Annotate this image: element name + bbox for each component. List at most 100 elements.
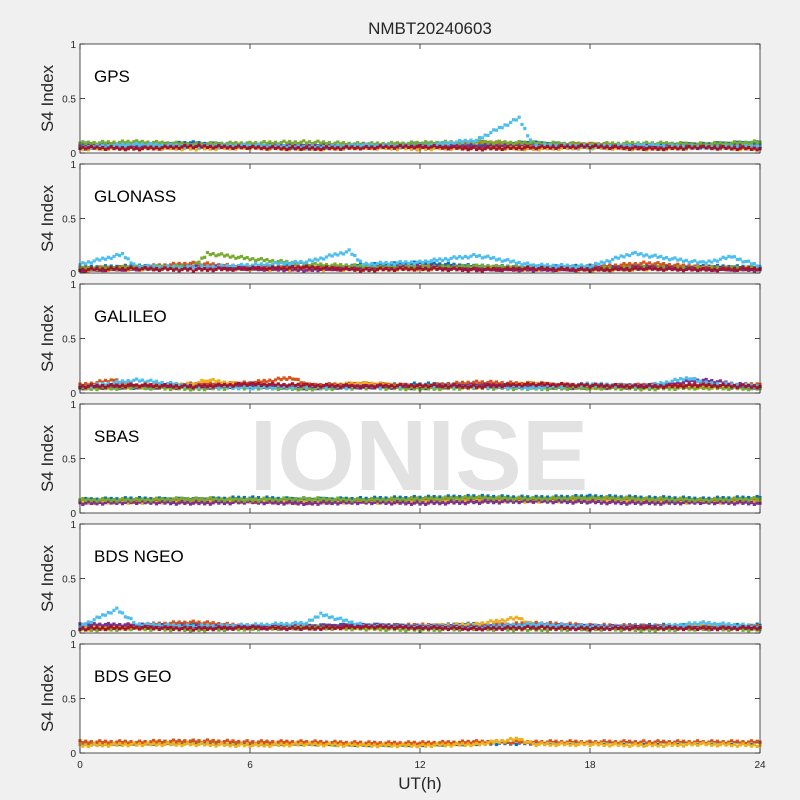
data-point bbox=[194, 141, 198, 145]
data-point bbox=[290, 382, 295, 386]
data-point bbox=[276, 145, 280, 149]
data-point bbox=[718, 142, 722, 146]
data-point bbox=[251, 267, 255, 271]
data-point bbox=[690, 260, 694, 264]
data-point bbox=[154, 139, 159, 144]
data-point bbox=[715, 145, 720, 149]
data-point bbox=[690, 144, 694, 148]
data-point bbox=[435, 258, 439, 263]
data-point bbox=[89, 261, 93, 265]
data-point bbox=[701, 378, 705, 382]
data-point bbox=[412, 146, 416, 150]
data-point bbox=[571, 384, 575, 389]
data-point bbox=[605, 259, 609, 263]
data-point bbox=[710, 265, 714, 269]
data-point bbox=[310, 388, 314, 392]
data-point bbox=[568, 268, 572, 272]
data-point bbox=[242, 256, 246, 261]
data-point bbox=[347, 144, 351, 148]
data-point bbox=[276, 265, 280, 269]
data-point bbox=[152, 264, 156, 268]
data-point bbox=[500, 259, 504, 263]
data-point bbox=[548, 143, 552, 147]
data-point bbox=[645, 264, 649, 268]
data-point bbox=[670, 382, 674, 387]
data-point bbox=[200, 145, 204, 149]
data-point bbox=[322, 264, 326, 268]
data-point bbox=[415, 263, 419, 267]
data-point bbox=[137, 148, 142, 152]
data-point bbox=[333, 145, 337, 149]
data-point bbox=[123, 141, 127, 145]
data-point bbox=[509, 267, 513, 272]
data-point bbox=[126, 265, 130, 269]
data-point bbox=[95, 266, 99, 271]
data-point bbox=[659, 146, 663, 150]
data-point bbox=[120, 142, 125, 146]
data-point bbox=[494, 263, 499, 268]
data-point bbox=[458, 145, 462, 149]
data-point bbox=[296, 146, 300, 150]
data-point bbox=[313, 267, 317, 271]
data-point bbox=[316, 269, 320, 273]
data-point bbox=[225, 144, 229, 148]
data-point bbox=[299, 140, 303, 144]
data-point bbox=[347, 268, 351, 272]
data-point bbox=[254, 380, 258, 385]
data-point bbox=[180, 148, 184, 152]
data-point bbox=[560, 387, 564, 391]
data-point bbox=[596, 262, 601, 266]
data-point bbox=[469, 143, 473, 147]
data-point bbox=[177, 269, 181, 273]
data-point bbox=[344, 142, 348, 147]
data-point bbox=[667, 262, 671, 267]
data-point bbox=[545, 388, 550, 392]
data-point bbox=[146, 263, 150, 267]
data-point bbox=[602, 146, 606, 150]
data-point bbox=[149, 383, 153, 387]
data-point bbox=[305, 264, 309, 268]
panel-label: GLONASS bbox=[94, 187, 176, 206]
data-point bbox=[180, 141, 184, 145]
data-point bbox=[517, 145, 521, 149]
data-point bbox=[735, 257, 739, 262]
data-point bbox=[126, 142, 130, 146]
data-point bbox=[305, 262, 309, 266]
data-point bbox=[126, 257, 130, 261]
y-tick-label: 1 bbox=[70, 160, 76, 171]
data-point bbox=[279, 378, 283, 382]
data-point bbox=[225, 265, 229, 269]
data-point bbox=[95, 143, 99, 147]
data-point bbox=[435, 267, 439, 271]
data-point bbox=[656, 255, 660, 259]
data-point bbox=[679, 140, 683, 145]
data-point bbox=[358, 144, 363, 148]
data-point bbox=[687, 380, 691, 384]
data-point bbox=[392, 268, 397, 273]
data-point bbox=[322, 384, 326, 388]
data-point bbox=[531, 263, 535, 267]
data-point bbox=[169, 144, 173, 149]
data-point bbox=[398, 387, 402, 391]
data-point bbox=[106, 265, 110, 269]
data-point bbox=[727, 254, 731, 259]
data-point bbox=[203, 147, 207, 151]
data-point bbox=[591, 268, 595, 272]
data-point bbox=[251, 144, 255, 148]
data-point bbox=[220, 141, 224, 145]
data-point bbox=[486, 133, 490, 138]
data-point bbox=[409, 144, 414, 148]
data-point bbox=[523, 267, 527, 271]
data-point bbox=[330, 387, 334, 392]
data-point bbox=[602, 263, 606, 267]
data-point bbox=[137, 264, 142, 268]
data-point bbox=[288, 144, 292, 149]
data-point bbox=[656, 143, 660, 147]
data-point bbox=[715, 147, 720, 151]
data-point bbox=[344, 144, 348, 149]
data-point bbox=[367, 144, 371, 148]
data-point bbox=[276, 382, 280, 386]
data-point bbox=[415, 267, 419, 271]
data-point bbox=[435, 382, 439, 386]
data-point bbox=[358, 383, 363, 387]
